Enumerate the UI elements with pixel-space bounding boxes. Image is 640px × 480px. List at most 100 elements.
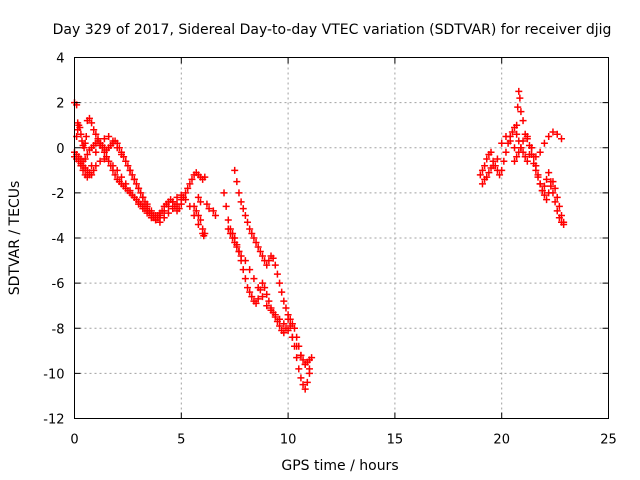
data-point bbox=[493, 155, 501, 163]
data-point bbox=[545, 169, 553, 177]
data-point bbox=[515, 148, 523, 156]
data-point bbox=[549, 178, 557, 186]
data-point bbox=[241, 211, 249, 219]
data-point bbox=[252, 299, 260, 307]
data-point bbox=[137, 189, 145, 197]
y-tick-label: 4 bbox=[56, 52, 64, 67]
data-point bbox=[197, 198, 205, 206]
data-point bbox=[117, 173, 125, 181]
data-point bbox=[508, 128, 516, 136]
data-point bbox=[511, 144, 519, 152]
data-point bbox=[199, 225, 207, 233]
data-point bbox=[169, 198, 177, 206]
data-point bbox=[282, 304, 290, 312]
data-point bbox=[305, 369, 313, 377]
data-point bbox=[85, 114, 93, 122]
data-point bbox=[254, 243, 262, 251]
data-point bbox=[231, 239, 239, 247]
data-point bbox=[226, 229, 234, 237]
data-point bbox=[192, 207, 200, 215]
data-point bbox=[271, 261, 279, 269]
data-point bbox=[105, 157, 113, 165]
data-point bbox=[301, 385, 309, 393]
data-point bbox=[239, 266, 247, 274]
data-point bbox=[160, 207, 168, 215]
data-point bbox=[288, 333, 296, 341]
data-point bbox=[126, 187, 134, 195]
data-point bbox=[100, 148, 108, 156]
data-point bbox=[111, 171, 119, 179]
data-point bbox=[278, 288, 286, 296]
data-point bbox=[536, 148, 544, 156]
data-point bbox=[286, 315, 294, 323]
data-point bbox=[545, 132, 553, 140]
data-point bbox=[532, 166, 540, 174]
data-point bbox=[241, 275, 249, 283]
data-point bbox=[553, 207, 561, 215]
data-point bbox=[476, 171, 484, 179]
data-point bbox=[224, 216, 232, 224]
y-tick-labels: -12 -10 -8 -6 -4 -2 0 2 4 bbox=[43, 52, 64, 428]
data-point bbox=[96, 141, 104, 149]
data-point bbox=[252, 239, 260, 247]
data-point bbox=[244, 218, 252, 226]
data-point bbox=[560, 218, 568, 226]
data-point bbox=[177, 196, 185, 204]
data-point bbox=[276, 279, 284, 287]
data-point bbox=[135, 200, 143, 208]
data-point bbox=[483, 173, 491, 181]
data-point bbox=[291, 324, 299, 332]
data-point bbox=[152, 211, 160, 219]
data-point bbox=[113, 166, 121, 174]
data-point bbox=[90, 166, 98, 174]
data-point bbox=[203, 200, 211, 208]
data-point bbox=[194, 211, 202, 219]
data-point bbox=[280, 329, 288, 337]
data-point bbox=[109, 162, 117, 170]
data-point bbox=[511, 157, 519, 165]
data-point bbox=[169, 205, 177, 213]
data-point bbox=[284, 327, 292, 335]
data-point bbox=[241, 257, 249, 265]
data-point bbox=[224, 225, 232, 233]
data-point bbox=[530, 160, 538, 168]
data-point bbox=[516, 94, 524, 102]
grid-lines bbox=[74, 57, 609, 419]
data-point bbox=[513, 130, 521, 138]
data-point bbox=[502, 132, 510, 140]
data-point bbox=[250, 275, 258, 283]
data-point bbox=[201, 173, 209, 181]
data-point bbox=[88, 119, 96, 127]
data-point bbox=[303, 378, 311, 386]
y-tick-label: 2 bbox=[56, 97, 64, 112]
data-point bbox=[147, 207, 155, 215]
data-point bbox=[135, 184, 143, 192]
data-point bbox=[256, 248, 264, 256]
data-point bbox=[521, 130, 529, 138]
data-point bbox=[517, 108, 525, 116]
data-point bbox=[248, 293, 256, 301]
data-point bbox=[80, 144, 88, 152]
data-point bbox=[525, 141, 533, 149]
y-tick-label: -8 bbox=[52, 322, 65, 337]
data-point bbox=[186, 180, 194, 188]
data-point bbox=[258, 293, 266, 301]
x-axis-title: GPS time / hours bbox=[281, 458, 398, 474]
data-point bbox=[517, 144, 525, 152]
data-point bbox=[194, 220, 202, 228]
data-point bbox=[532, 153, 540, 161]
data-point bbox=[271, 311, 279, 319]
data-point bbox=[201, 229, 209, 237]
data-point bbox=[540, 191, 548, 199]
data-point bbox=[239, 205, 247, 213]
axis-ticks bbox=[74, 57, 609, 419]
data-point bbox=[258, 279, 266, 287]
data-point bbox=[235, 189, 243, 197]
data-point bbox=[77, 162, 85, 170]
data-point bbox=[513, 121, 521, 129]
data-point bbox=[558, 211, 566, 219]
data-point bbox=[254, 295, 262, 303]
data-point bbox=[261, 284, 269, 292]
data-point bbox=[288, 320, 296, 328]
